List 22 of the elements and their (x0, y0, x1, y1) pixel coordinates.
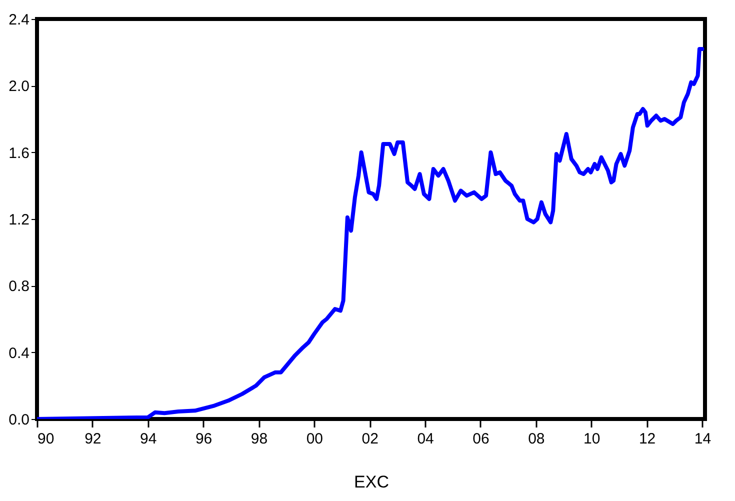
x-tick-label: 10 (584, 430, 600, 448)
y-tick-label: 2.0 (8, 78, 30, 96)
y-tick-label: 2.4 (8, 12, 30, 28)
x-tick-label: 04 (417, 430, 434, 448)
line-series (37, 47, 704, 419)
x-tick-label: 00 (306, 430, 324, 448)
x-tick-label: 12 (638, 430, 656, 448)
x-tick-label: 06 (472, 430, 490, 448)
x-tick-label: 14 (694, 430, 712, 448)
x-tick-label: 96 (195, 430, 212, 448)
x-tick-label: 94 (140, 430, 157, 448)
y-tick-label: 1.2 (8, 212, 30, 228)
y-tick-label: 0.8 (8, 278, 30, 296)
x-tick-label: 02 (362, 430, 378, 448)
y-tick-label: 0.0 (8, 412, 30, 428)
x-tick-label: 92 (84, 430, 102, 448)
x-tick-label: 98 (250, 430, 268, 448)
y-tick-label: 1.6 (8, 144, 30, 162)
y-tick-label: 0.4 (8, 344, 30, 362)
x-axis-title: EXC (354, 472, 389, 492)
x-tick-label: 08 (528, 430, 545, 448)
x-tick-label: 90 (38, 430, 54, 448)
